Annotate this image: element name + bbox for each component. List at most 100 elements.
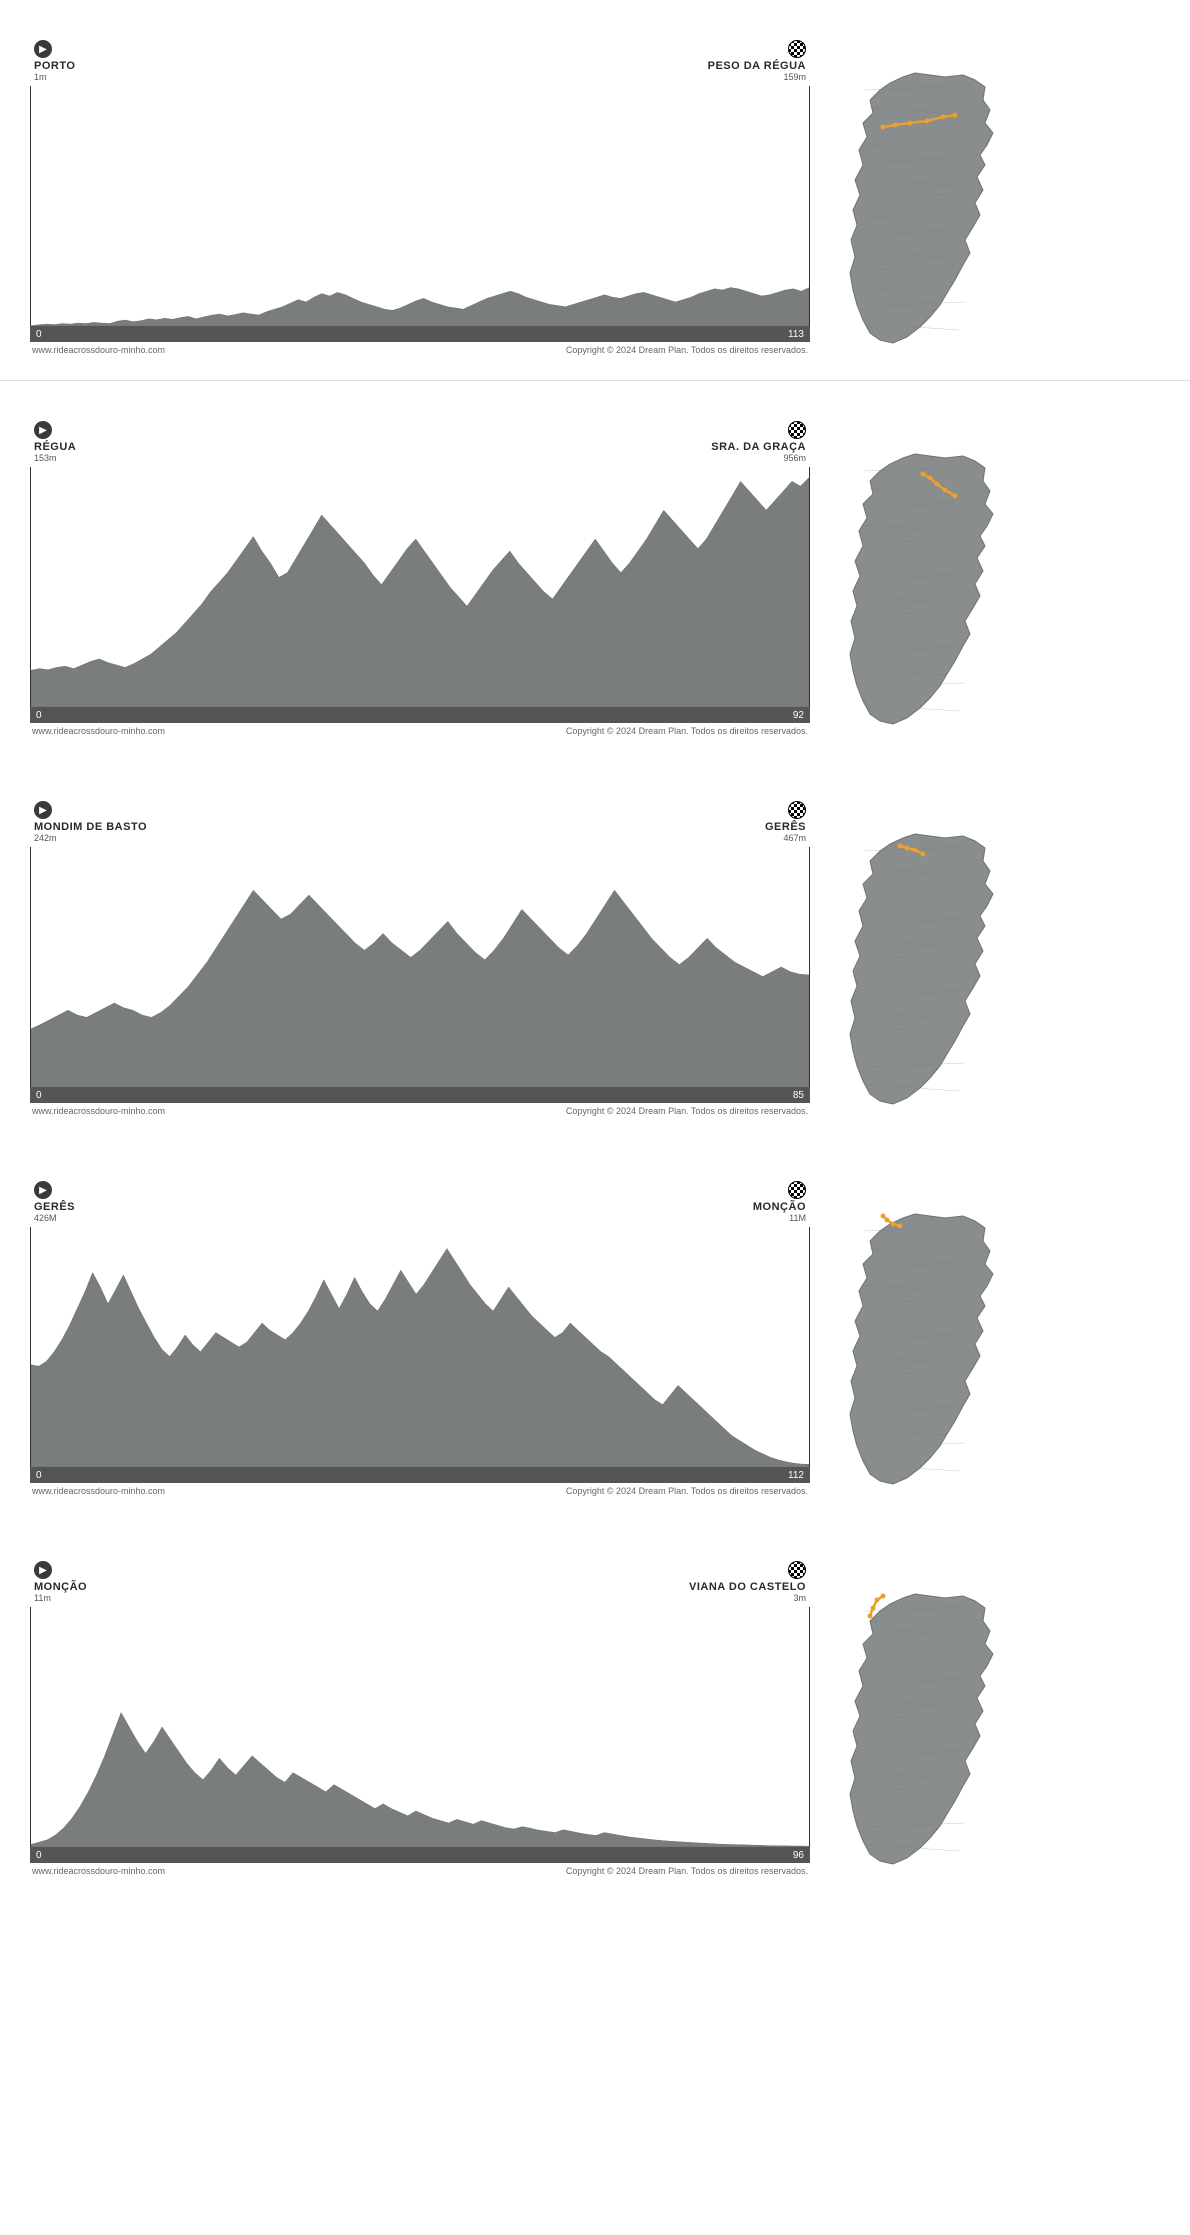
finish-icon <box>788 801 806 819</box>
play-icon: ▶ <box>34 801 52 819</box>
chart-box <box>30 847 810 1087</box>
map-svg <box>835 821 1005 1121</box>
km-bar: 0 113 <box>30 326 810 342</box>
km-bar: 0 85 <box>30 1087 810 1103</box>
start-name: RÉGUA <box>34 441 76 453</box>
profile-footer: www.rideacrossdouro-minho.com Copyright … <box>30 723 810 736</box>
play-icon: ▶ <box>34 421 52 439</box>
country-map <box>835 40 1005 360</box>
start-name: MONDIM DE BASTO <box>34 821 147 833</box>
route-waypoint <box>885 1218 890 1223</box>
end-name: VIANA DO CASTELO <box>689 1581 806 1593</box>
map-outline <box>850 454 993 724</box>
map-svg <box>835 60 1005 360</box>
end-altitude: 956m <box>783 453 806 463</box>
start-altitude: 426M <box>34 1213 75 1223</box>
start-altitude: 1m <box>34 72 75 82</box>
map-outline <box>850 1594 993 1864</box>
end-altitude: 159m <box>783 72 806 82</box>
km-start: 0 <box>36 1850 42 1861</box>
km-end: 112 <box>788 1470 804 1481</box>
endpoint-labels: ▶ RÉGUA 153m SRA. DA GRAÇA 956m <box>30 421 810 463</box>
route-start-point <box>953 494 958 499</box>
start-altitude: 242m <box>34 833 147 843</box>
country-map <box>835 421 1005 741</box>
country-map <box>835 801 1005 1121</box>
km-bar: 0 96 <box>30 1847 810 1863</box>
end-name: MONÇÃO <box>753 1201 806 1213</box>
end-altitude: 467m <box>783 833 806 843</box>
km-bar: 0 112 <box>30 1467 810 1483</box>
map-svg <box>835 1581 1005 1881</box>
start-label: ▶ MONDIM DE BASTO 242m <box>34 801 147 843</box>
start-altitude: 11m <box>34 1593 87 1603</box>
website-url: www.rideacrossdouro-minho.com <box>32 1106 165 1116</box>
copyright-text: Copyright © 2024 Dream Plan. Todos os di… <box>566 1106 808 1116</box>
profile-footer: www.rideacrossdouro-minho.com Copyright … <box>30 342 810 355</box>
website-url: www.rideacrossdouro-minho.com <box>32 1866 165 1876</box>
end-label: VIANA DO CASTELO 3m <box>689 1561 806 1603</box>
endpoint-labels: ▶ MONÇÃO 11m VIANA DO CASTELO 3m <box>30 1561 810 1603</box>
elevation-profile: ▶ RÉGUA 153m SRA. DA GRAÇA 956m 0 92 www… <box>30 421 810 736</box>
finish-icon <box>788 1561 806 1579</box>
route-end-point <box>921 472 926 477</box>
copyright-text: Copyright © 2024 Dream Plan. Todos os di… <box>566 726 808 736</box>
km-start: 0 <box>36 1090 42 1101</box>
elevation-svg <box>31 86 809 326</box>
km-end: 96 <box>793 1850 804 1861</box>
route-end-point <box>868 1614 873 1619</box>
country-map <box>835 1181 1005 1501</box>
route-waypoint <box>908 121 913 126</box>
copyright-text: Copyright © 2024 Dream Plan. Todos os di… <box>566 1486 808 1496</box>
chart-box <box>30 1227 810 1467</box>
play-icon: ▶ <box>34 40 52 58</box>
profile-footer: www.rideacrossdouro-minho.com Copyright … <box>30 1103 810 1116</box>
start-name: PORTO <box>34 60 75 72</box>
elevation-svg <box>31 1227 809 1467</box>
route-waypoint <box>935 482 940 487</box>
end-name: SRA. DA GRAÇA <box>711 441 806 453</box>
map-svg <box>835 1201 1005 1501</box>
finish-icon <box>788 1181 806 1199</box>
start-label: ▶ MONÇÃO 11m <box>34 1561 87 1603</box>
end-altitude: 11M <box>789 1213 806 1223</box>
end-altitude: 3m <box>793 1593 806 1603</box>
route-start-point <box>881 125 886 130</box>
profile-footer: www.rideacrossdouro-minho.com Copyright … <box>30 1863 810 1876</box>
route-waypoint <box>875 1598 880 1603</box>
endpoint-labels: ▶ GERÊS 426M MONÇÃO 11M <box>30 1181 810 1223</box>
website-url: www.rideacrossdouro-minho.com <box>32 345 165 355</box>
route-waypoint <box>905 846 910 851</box>
profile-footer: www.rideacrossdouro-minho.com Copyright … <box>30 1483 810 1496</box>
end-name: GERÊS <box>765 821 806 833</box>
end-label: MONÇÃO 11M <box>753 1181 806 1223</box>
elevation-profile: ▶ MONÇÃO 11m VIANA DO CASTELO 3m 0 96 ww… <box>30 1561 810 1876</box>
route-waypoint <box>913 848 918 853</box>
route-start-point <box>921 852 926 857</box>
elevation-profile: ▶ MONDIM DE BASTO 242m GERÊS 467m 0 85 w… <box>30 801 810 1116</box>
endpoint-labels: ▶ PORTO 1m PESO DA RÉGUA 159m <box>30 40 810 82</box>
start-name: MONÇÃO <box>34 1581 87 1593</box>
km-end: 85 <box>793 1090 804 1101</box>
copyright-text: Copyright © 2024 Dream Plan. Todos os di… <box>566 1866 808 1876</box>
copyright-text: Copyright © 2024 Dream Plan. Todos os di… <box>566 345 808 355</box>
km-start: 0 <box>36 710 42 721</box>
chart-box <box>30 86 810 326</box>
map-outline <box>850 1214 993 1484</box>
play-icon: ▶ <box>34 1561 52 1579</box>
stage-5: ▶ MONÇÃO 11m VIANA DO CASTELO 3m 0 96 ww… <box>0 1521 1190 1901</box>
route-waypoint <box>928 476 933 481</box>
stage-4: ▶ GERÊS 426M MONÇÃO 11M 0 112 www.rideac… <box>0 1141 1190 1521</box>
route-waypoint <box>943 488 948 493</box>
start-label: ▶ GERÊS 426M <box>34 1181 75 1223</box>
map-svg <box>835 441 1005 741</box>
route-waypoint <box>941 115 946 120</box>
stage-1: ▶ PORTO 1m PESO DA RÉGUA 159m 0 113 www.… <box>0 0 1190 380</box>
website-url: www.rideacrossdouro-minho.com <box>32 726 165 736</box>
elevation-area <box>31 1713 809 1847</box>
km-end: 113 <box>788 329 804 340</box>
km-start: 0 <box>36 329 42 340</box>
km-end: 92 <box>793 710 804 721</box>
elevation-area <box>31 890 809 1087</box>
km-start: 0 <box>36 1470 42 1481</box>
